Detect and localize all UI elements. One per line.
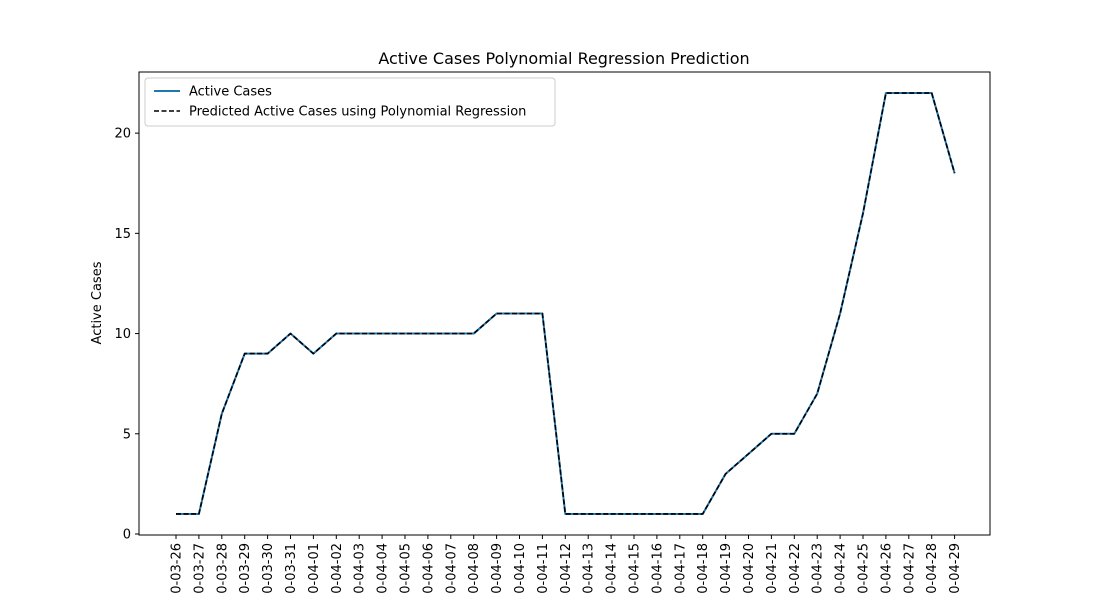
x-tick-label: 0-04-27 [902, 543, 917, 594]
x-tick-label: 0-03-26 [170, 543, 185, 594]
y-tick-label: 0 [123, 527, 131, 542]
x-tick-label: 0-04-03 [353, 543, 368, 594]
x-tick-label: 0-04-18 [696, 543, 711, 594]
x-tick-label: 0-04-09 [490, 543, 505, 594]
x-tick-label: 0-04-17 [673, 543, 688, 594]
plot-area: 0 5 10 15 20 0-03-26 0-03-27 0-03-28 0-03-29 0-03… [114, 71, 991, 594]
y-axis-label: Active Cases [90, 261, 105, 344]
x-tick-label: 0-04-24 [834, 543, 849, 594]
x-tick-label: 0-04-29 [948, 543, 963, 594]
x-tick-label: 0-04-26 [879, 543, 894, 594]
x-tick-label: 0-04-01 [307, 543, 322, 594]
x-tick-label: 0-04-12 [559, 543, 574, 594]
x-tick-label: 0-04-04 [376, 543, 391, 594]
x-tick-label: 0-04-22 [788, 543, 803, 594]
x-tick-label: 0-04-02 [330, 543, 345, 594]
x-tick-label: 0-03-31 [284, 543, 299, 594]
x-tick-label: 0-03-30 [261, 543, 276, 594]
plot-frame [138, 71, 991, 536]
legend-label: Predicted Active Cases using Polynomial … [189, 105, 526, 120]
x-tick-label: 0-04-06 [421, 543, 436, 594]
x-tick-label: 0-04-13 [582, 543, 597, 594]
x-tick-label: 0-03-29 [238, 543, 253, 594]
legend: Active Cases Predicted Active Cases using… [144, 77, 556, 127]
series-line [176, 92, 956, 515]
x-tick-label: 0-03-28 [215, 543, 230, 594]
x-tick-label: 0-04-19 [719, 543, 734, 594]
y-tick-label: 5 [123, 427, 131, 442]
x-tick-label: 0-04-28 [925, 543, 940, 594]
x-tick-label: 0-04-07 [444, 543, 459, 594]
legend-box [144, 77, 556, 127]
x-tick-label: 0-04-25 [857, 543, 872, 594]
x-tick-label: 0-04-08 [467, 543, 482, 594]
x-tick-label: 0-04-20 [742, 543, 757, 594]
y-tick-label: 20 [114, 127, 131, 142]
x-tick-label: 0-04-14 [605, 543, 620, 594]
y-tick-label: 15 [114, 227, 131, 242]
x-tick-label: 0-04-23 [811, 543, 826, 594]
series-line [176, 92, 956, 515]
legend-label: Active Cases [189, 85, 272, 100]
x-tick-label: 0-04-21 [765, 543, 780, 594]
x-tick-label: 0-04-05 [399, 543, 414, 594]
x-tick-label: 0-04-15 [628, 543, 643, 594]
chart-title: Active Cases Polynomial Regression Predi… [378, 49, 749, 68]
y-tick-label: 10 [114, 327, 131, 342]
x-tick-label: 0-03-27 [192, 543, 207, 594]
x-tick-label: 0-04-16 [650, 543, 665, 594]
x-tick-label: 0-04-11 [536, 543, 551, 594]
x-tick-label: 0-04-10 [513, 543, 528, 594]
